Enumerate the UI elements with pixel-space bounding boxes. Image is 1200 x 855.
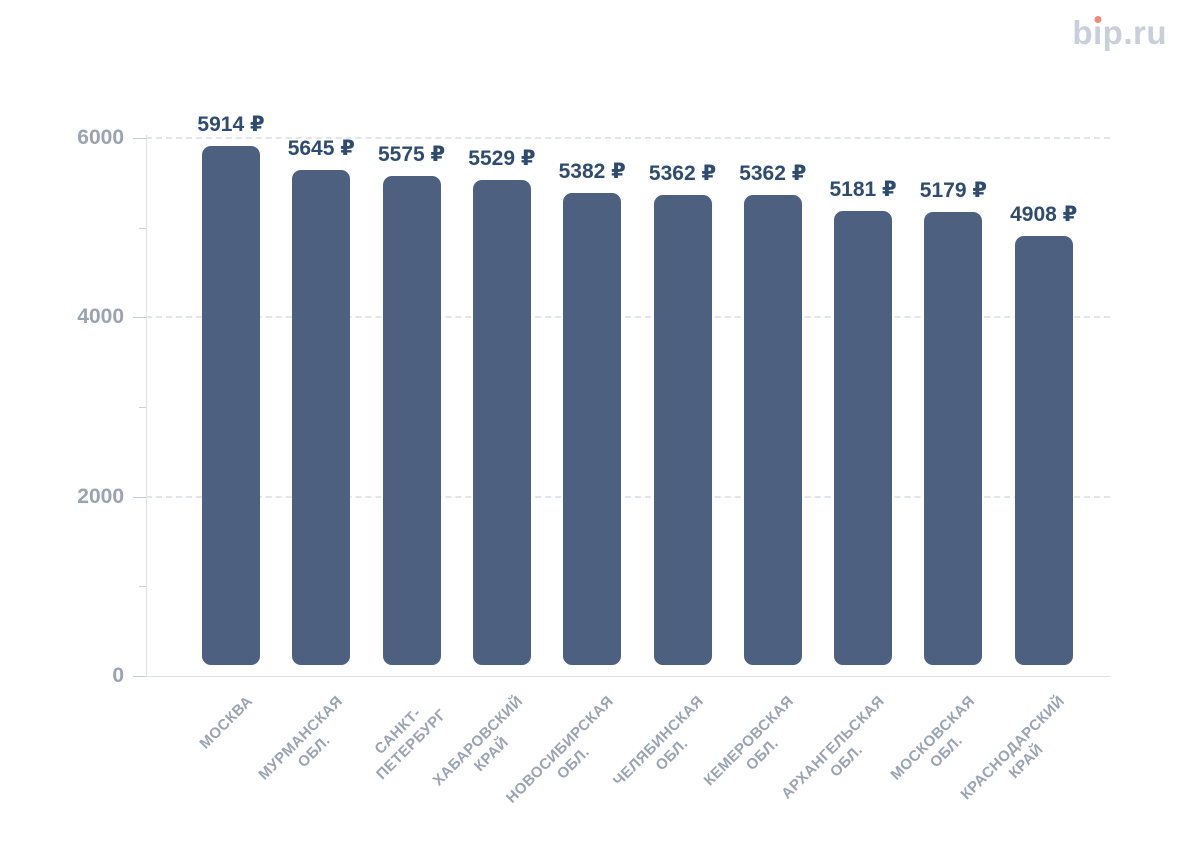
bar — [743, 195, 802, 665]
bar-value-label: 5181 ₽ — [829, 178, 897, 202]
gridline — [146, 316, 1110, 319]
y-axis-minor-tick — [139, 586, 146, 588]
y-axis-tick — [133, 496, 146, 498]
bar — [292, 169, 351, 665]
logo-letter-i: ı — [1093, 14, 1103, 51]
x-category-label: МУРМАНСКАЯ ОБЛ. — [255, 692, 347, 784]
bip-ru-logo: bı p.ru — [1072, 16, 1167, 49]
bar-value-label: 4908 ₽ — [1010, 202, 1078, 226]
bar-value-label: 5179 ₽ — [919, 178, 987, 202]
y-axis-tick-label: 4000 — [77, 305, 124, 329]
bar — [1014, 235, 1073, 665]
y-axis-tick-label: 0 — [112, 664, 124, 687]
logo-letters-pru: p.ru — [1102, 14, 1167, 51]
bar — [563, 193, 622, 665]
bar — [202, 145, 260, 665]
y-axis-minor-tick — [139, 407, 146, 408]
y-axis-tick — [133, 676, 146, 677]
x-category-label: ЧЕЛЯБИНСКАЯ ОБЛ. — [610, 692, 708, 790]
y-axis-tick-label: 2000 — [77, 484, 124, 508]
bar-value-label: 5362 ₽ — [739, 162, 807, 186]
y-axis-tick-label: 6000 — [77, 126, 124, 149]
logo-i-dot-icon — [1094, 16, 1102, 23]
y-axis-tick — [133, 317, 146, 319]
bar-value-label: 5914 ₽ — [197, 112, 265, 136]
bar — [834, 211, 893, 665]
y-axis-line — [146, 135, 147, 676]
bar-value-label: 5382 ₽ — [558, 160, 626, 184]
bar-value-label: 5529 ₽ — [468, 147, 536, 171]
logo-letter-b: b — [1072, 14, 1093, 51]
bar-value-label: 5645 ₽ — [287, 136, 355, 160]
y-axis-minor-tick — [139, 227, 146, 229]
x-axis-line — [146, 676, 1110, 677]
x-category-label: МОСКВА — [195, 692, 256, 753]
bar-value-label: 5362 ₽ — [648, 162, 717, 186]
bar — [924, 211, 983, 665]
bar — [653, 195, 712, 665]
gridline — [146, 137, 1110, 139]
bar — [472, 180, 531, 665]
bar — [382, 176, 441, 665]
y-axis-tick — [133, 138, 146, 139]
gridline — [146, 495, 1110, 498]
bar-value-label: 5575 ₽ — [378, 143, 446, 167]
